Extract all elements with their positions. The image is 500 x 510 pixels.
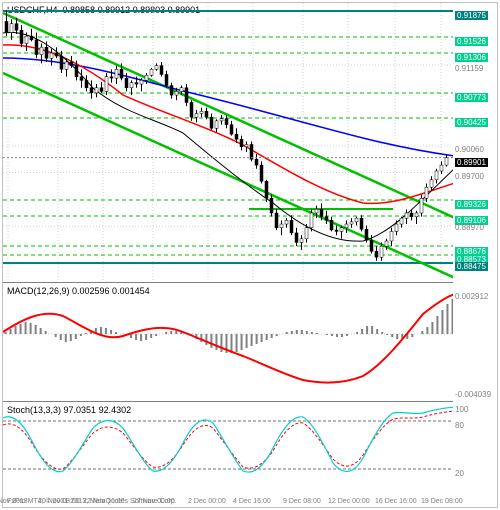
- price-label: 0.89901: [455, 158, 488, 167]
- price-label: 0.90060: [455, 145, 484, 154]
- macd-y-label: 0.002912: [455, 292, 488, 301]
- time-label: 2 Dec 00:00: [188, 498, 226, 505]
- trading-chart: USDCHF,H4 0.89858 0.89912 0.89803 0.8990…: [2, 2, 498, 508]
- y-axis: 0.91875 0.91526 0.91306 0.91159 0.90773 0.904…: [453, 3, 497, 507]
- price-label: 0.89700: [455, 172, 484, 181]
- price-label: 0.91159: [455, 64, 483, 73]
- stoch-svg: [3, 403, 453, 489]
- time-label: 12 Dec 00:00: [328, 498, 370, 505]
- stoch-panel[interactable]: Stoch(13,3,3) 97.0351 92.4302: [3, 403, 453, 489]
- price-label: 0.90425: [455, 118, 488, 127]
- price-chart-svg: [3, 3, 453, 283]
- stoch-y-label: 100: [455, 405, 468, 414]
- footer: FxPro MT4, © 2001-2013, MetaQuotes Softw…: [7, 498, 177, 505]
- price-label: 0.90773: [455, 93, 488, 102]
- price-label: 0.91526: [455, 37, 488, 46]
- time-label: 9 Dec 08:00: [283, 498, 321, 505]
- price-label: 0.88970: [455, 223, 484, 232]
- time-label: 16 Dec 16:00: [375, 498, 417, 505]
- macd-y-label: -0.004039: [455, 390, 491, 399]
- price-label: 0.89326: [455, 200, 488, 209]
- stoch-y-label: 20: [455, 469, 464, 478]
- price-label: 0.91875: [455, 11, 488, 20]
- time-label: 4 Dec 16:00: [233, 498, 271, 505]
- price-label: 0.88475: [455, 262, 488, 271]
- price-label: 0.91306: [455, 53, 488, 62]
- stoch-y-label: 80: [455, 421, 464, 430]
- macd-svg: [3, 284, 453, 402]
- price-panel[interactable]: USDCHF,H4 0.89858 0.89912 0.89803 0.8990…: [3, 3, 453, 283]
- macd-panel[interactable]: MACD(12,26,9) 0.002596 0.001454: [3, 284, 453, 402]
- time-label: 19 Dec 08:00: [421, 498, 463, 505]
